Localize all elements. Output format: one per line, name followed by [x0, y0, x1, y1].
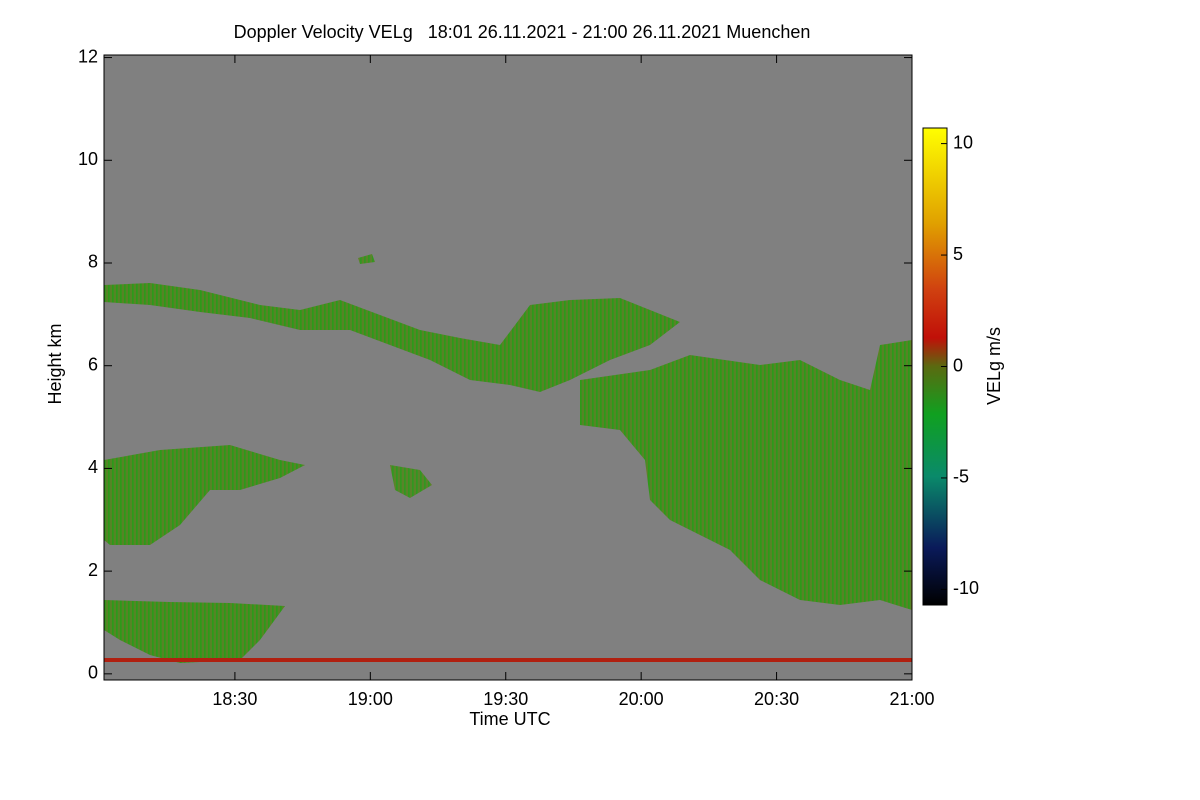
- colorbar-tick-label: 10: [953, 132, 973, 152]
- echo-region: [104, 283, 680, 392]
- y-tick-label: 12: [78, 46, 98, 66]
- x-tick-label: 19:00: [348, 689, 393, 709]
- y-tick-label: 6: [88, 354, 98, 374]
- x-tick-label: 20:00: [619, 689, 664, 709]
- y-tick-label: 4: [88, 457, 98, 477]
- echo-region: [358, 254, 375, 264]
- echo-region: [104, 445, 305, 545]
- x-axis-label: Time UTC: [469, 709, 550, 729]
- echo-layer: [104, 254, 912, 663]
- x-tick-label: 18:30: [212, 689, 257, 709]
- y-axis-label: Height km: [45, 323, 65, 404]
- echo-band: [104, 658, 912, 662]
- y-tick-label: 8: [88, 252, 98, 272]
- y-tick-label: 10: [78, 149, 98, 169]
- y-tick-label: 0: [88, 663, 98, 683]
- x-tick-label: 19:30: [483, 689, 528, 709]
- echo-region: [390, 465, 432, 498]
- colorbar-tick-label: -5: [953, 467, 969, 487]
- colorbar-tick-label: 5: [953, 244, 963, 264]
- plot-frame: [103, 54, 913, 681]
- x-tick-label: 21:00: [889, 689, 934, 709]
- echo-region: [580, 340, 912, 610]
- colorbar-label: VELg m/s: [984, 327, 1004, 405]
- colorbar-tick-label: -10: [953, 578, 979, 598]
- echo-region: [104, 600, 285, 663]
- chart-title: Doppler Velocity VELg 18:01 26.11.2021 -…: [234, 22, 811, 42]
- x-tick-label: 20:30: [754, 689, 799, 709]
- y-tick-label: 2: [88, 560, 98, 580]
- colorbar-tick-label: 0: [953, 355, 963, 375]
